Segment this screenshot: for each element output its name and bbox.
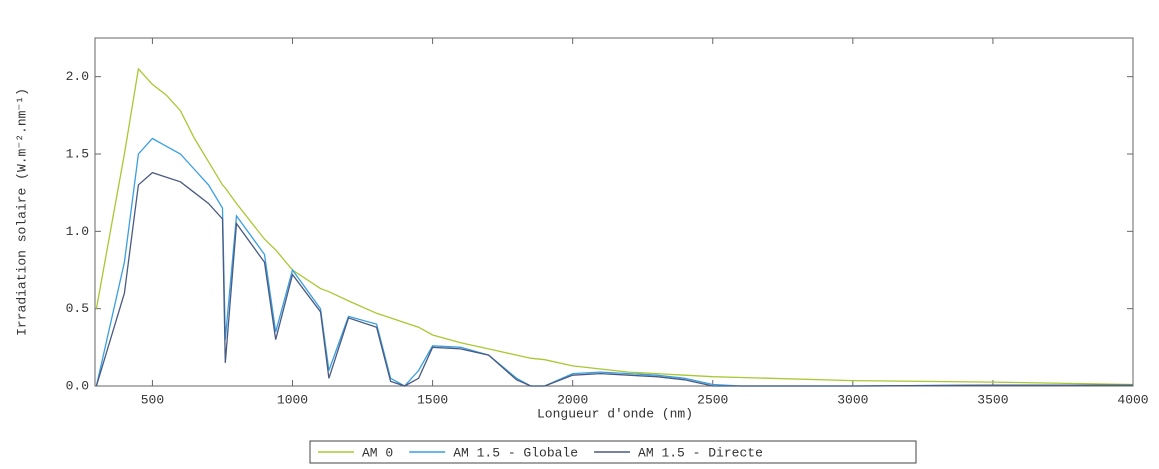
x-tick-label: 2500	[697, 392, 728, 407]
y-tick-label: 0.5	[66, 301, 89, 316]
x-tick-label: 1500	[417, 392, 448, 407]
legend-label: AM 0	[362, 445, 393, 460]
series-line	[95, 67, 1134, 386]
x-tick-label: 4000	[1117, 392, 1148, 407]
x-axis-label: Longueur d'onde (nm)	[537, 406, 693, 421]
legend-label: AM 1.5 - Globale	[453, 445, 578, 460]
x-tick-label: 2000	[557, 392, 588, 407]
x-tick-label: 3000	[837, 392, 868, 407]
y-tick-label: 1.5	[66, 146, 89, 161]
y-tick-label: 0.0	[66, 378, 89, 393]
x-tick-label: 3500	[977, 392, 1008, 407]
series-line	[95, 137, 1133, 387]
y-tick-label: 1.0	[66, 224, 89, 239]
legend-label: AM 1.5 - Directe	[638, 445, 763, 460]
x-tick-label: 500	[141, 392, 164, 407]
y-tick-label: 2.0	[66, 69, 89, 84]
y-axis-label: Irradiation solaire (W.m⁻².nm⁻¹)	[14, 88, 29, 336]
series-line	[95, 171, 1133, 387]
x-tick-label: 1000	[277, 392, 308, 407]
plot-frame	[94, 37, 1134, 387]
